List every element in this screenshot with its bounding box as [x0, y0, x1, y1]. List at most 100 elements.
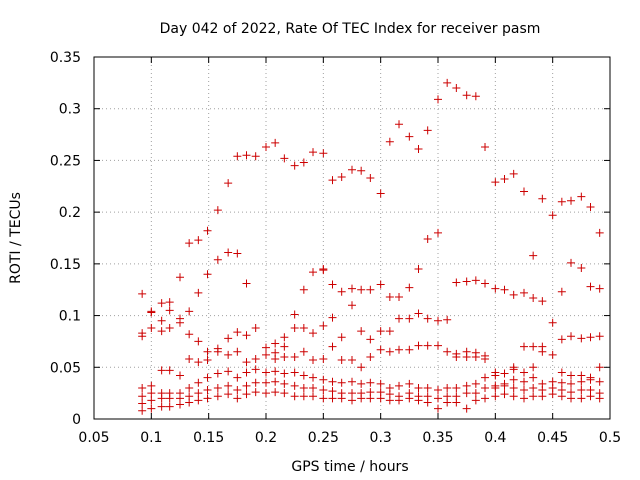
- data-point: [471, 92, 480, 101]
- data-point: [595, 377, 604, 386]
- data-point: [203, 386, 212, 395]
- data-point: [203, 373, 212, 382]
- data-point: [213, 369, 222, 378]
- data-point: [520, 342, 528, 351]
- data-point: [471, 379, 480, 388]
- data-point: [194, 378, 203, 387]
- data-point: [165, 323, 174, 332]
- data-point: [481, 394, 490, 403]
- data-point: [213, 344, 222, 353]
- x-tick-label: 0.3: [370, 430, 392, 446]
- x-tick-label: 0.4: [484, 430, 506, 446]
- data-point: [328, 313, 337, 322]
- data-point: [529, 373, 538, 382]
- grid-lines: [94, 57, 610, 419]
- data-point: [509, 375, 518, 384]
- data-point: [185, 330, 194, 339]
- data-point: [309, 268, 318, 277]
- data-point: [262, 389, 270, 398]
- data-point: [251, 355, 260, 364]
- data-point: [290, 310, 299, 319]
- x-axis-label: GPS time / hours: [291, 459, 408, 475]
- data-point: [147, 381, 156, 390]
- data-point: [348, 284, 356, 293]
- data-point: [567, 371, 576, 380]
- data-point: [481, 355, 490, 364]
- data-point: [567, 379, 576, 388]
- chart-title: Day 042 of 2022, Rate Of TEC Index for r…: [160, 21, 541, 37]
- data-point: [509, 169, 518, 178]
- data-point: [586, 375, 595, 384]
- data-points: [138, 78, 604, 415]
- y-axis-label: ROTI / TECUs: [8, 192, 24, 284]
- data-point: [414, 383, 423, 392]
- data-point: [203, 356, 212, 365]
- data-point: [262, 350, 270, 359]
- data-point: [348, 356, 356, 365]
- data-point: [233, 152, 242, 161]
- data-point: [176, 318, 184, 327]
- x-tick-label: 0.05: [78, 430, 109, 446]
- data-point: [434, 95, 442, 104]
- data-point: [213, 206, 222, 215]
- data-point: [280, 352, 289, 361]
- data-point: [328, 176, 337, 185]
- data-point: [242, 390, 251, 399]
- data-point: [280, 333, 289, 342]
- data-point: [271, 138, 280, 147]
- data-point: [309, 329, 318, 338]
- data-point: [385, 137, 394, 146]
- data-point: [385, 396, 394, 405]
- data-point: [176, 400, 184, 409]
- data-point: [251, 388, 260, 397]
- data-point: [509, 290, 518, 299]
- data-point: [405, 132, 414, 141]
- data-point: [462, 389, 471, 398]
- data-point: [224, 334, 233, 343]
- data-point: [395, 120, 404, 129]
- data-point: [548, 390, 557, 399]
- data-point: [462, 404, 471, 413]
- data-point: [147, 308, 156, 317]
- y-axis-ticks: 0 0.05 0.1 0.15 0.2 0.25 0.3 0.35: [50, 50, 610, 428]
- data-point: [233, 249, 242, 258]
- data-point: [395, 381, 404, 390]
- data-point: [395, 292, 404, 301]
- data-point: [299, 323, 308, 332]
- data-point: [414, 265, 423, 274]
- data-point: [491, 371, 500, 380]
- data-point: [157, 402, 166, 411]
- data-point: [423, 341, 432, 350]
- y-tick-label: 0.2: [59, 205, 81, 221]
- data-point: [481, 373, 490, 382]
- data-point: [348, 165, 356, 174]
- data-point: [595, 394, 604, 403]
- data-point: [337, 378, 346, 387]
- data-point: [251, 152, 260, 161]
- data-point: [203, 226, 212, 235]
- data-point: [462, 91, 471, 100]
- y-tick-label: 0: [72, 412, 81, 428]
- data-point: [185, 355, 194, 364]
- data-point: [500, 285, 509, 294]
- data-point: [443, 347, 452, 356]
- data-point: [213, 392, 222, 401]
- data-point: [520, 288, 528, 297]
- data-point: [405, 379, 414, 388]
- data-point: [337, 356, 346, 365]
- data-point: [138, 392, 147, 401]
- data-point: [414, 396, 423, 405]
- data-point: [529, 342, 538, 351]
- data-point: [557, 378, 566, 387]
- data-point: [280, 379, 289, 388]
- data-point: [471, 352, 480, 361]
- data-point: [157, 316, 166, 325]
- data-point: [271, 388, 280, 397]
- data-point: [423, 383, 432, 392]
- data-point: [414, 341, 423, 350]
- data-point: [520, 368, 528, 377]
- data-point: [157, 366, 166, 375]
- data-point: [509, 383, 518, 392]
- data-point: [395, 345, 404, 354]
- y-tick-label: 0.35: [50, 50, 81, 66]
